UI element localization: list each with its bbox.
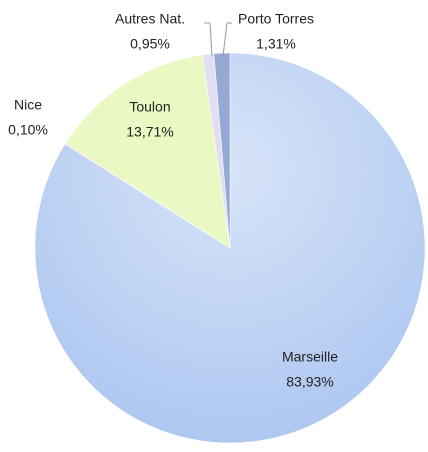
slice-label: Nice xyxy=(14,97,42,113)
slice-label: Toulon xyxy=(129,99,170,115)
slice-value-label: 83,93% xyxy=(286,374,333,390)
pie-slice xyxy=(213,52,231,249)
slice-value-label: 1,31% xyxy=(256,36,296,52)
slice-value-label: 0,95% xyxy=(130,36,170,52)
slice-label: Autres Nat. xyxy=(115,11,185,27)
slice-value-label: 0,10% xyxy=(8,122,48,138)
slice-value-label: 13,71% xyxy=(126,124,173,140)
pie-slice xyxy=(65,54,231,249)
leader-line xyxy=(222,22,232,57)
leader-line xyxy=(204,22,213,57)
slice-label: Porto Torres xyxy=(238,11,314,27)
slice-label: Marseille xyxy=(282,349,338,365)
